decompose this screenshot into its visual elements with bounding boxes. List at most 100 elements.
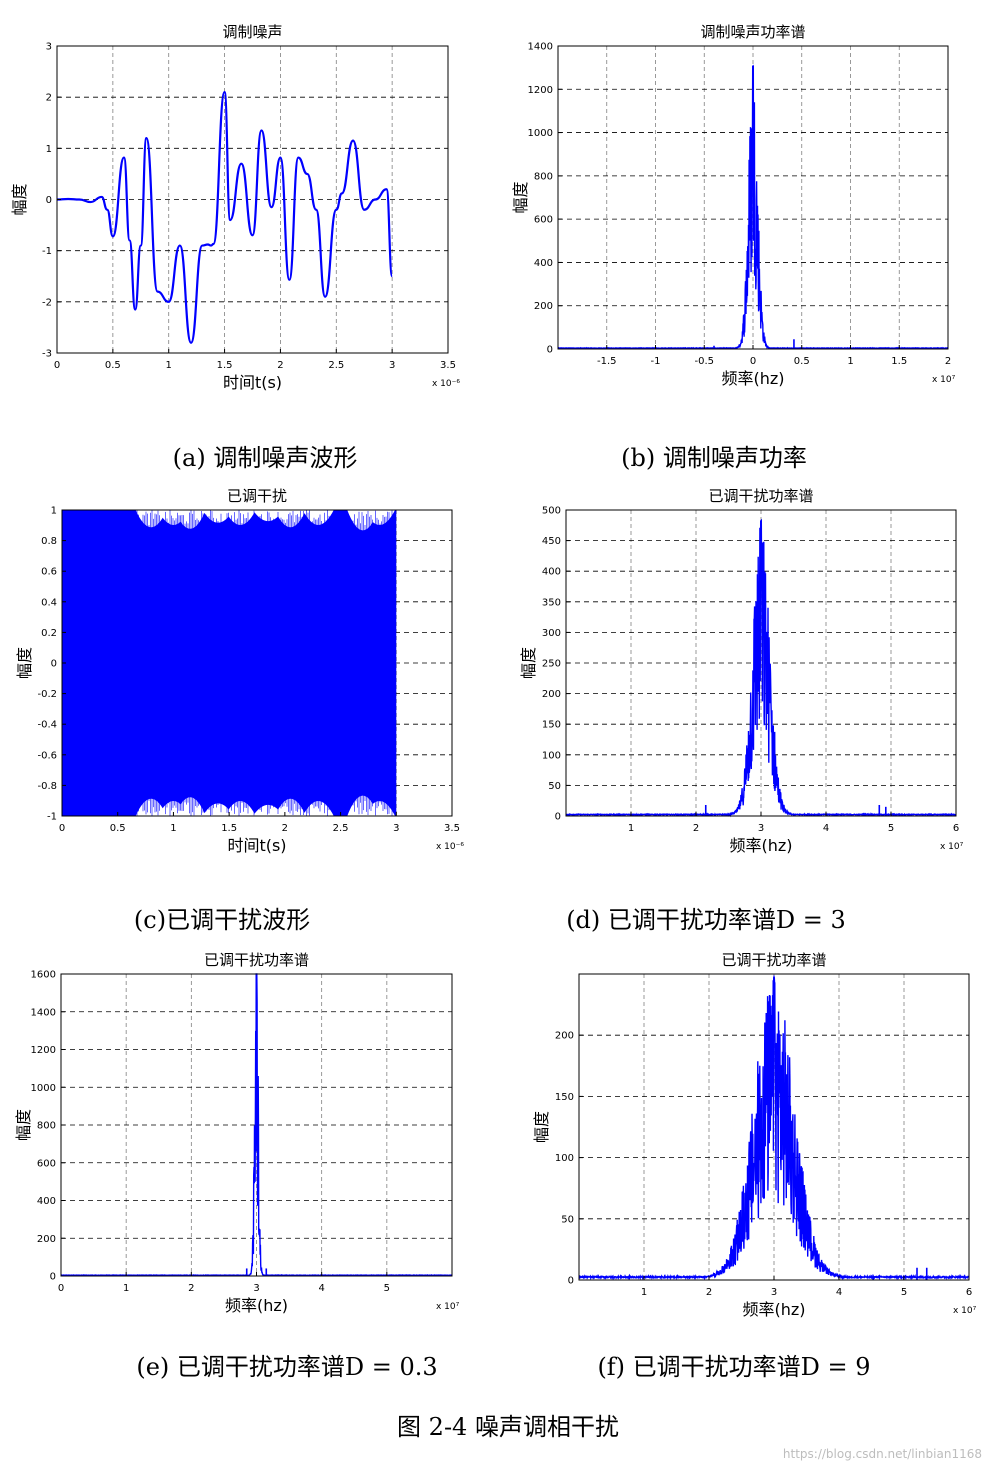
x-tick-label: 1 bbox=[847, 356, 853, 367]
x-tick-label: 3 bbox=[393, 823, 399, 834]
x-tick-label: 5 bbox=[901, 1287, 907, 1298]
x-tick-label: 3 bbox=[758, 823, 764, 834]
panel-caption: (c)已调干扰波形 bbox=[134, 906, 310, 934]
y-axis-label: 幅度 bbox=[511, 181, 530, 213]
chart-title: 调制噪声 bbox=[222, 23, 282, 41]
y-tick-label: 400 bbox=[37, 1196, 56, 1207]
x-multiplier: x 10⁻⁶ bbox=[436, 842, 464, 852]
y-tick-label: 600 bbox=[534, 215, 553, 226]
x-tick-label: 2 bbox=[693, 823, 699, 834]
x-tick-label: 3 bbox=[389, 360, 395, 371]
figure-caption: 图 2-4 噪声调相干扰 bbox=[397, 1413, 619, 1441]
x-tick-label: 2 bbox=[277, 360, 283, 371]
y-tick-label: 400 bbox=[542, 567, 561, 578]
y-tick-label: 0 bbox=[568, 1276, 574, 1287]
y-tick-label: 3 bbox=[46, 42, 52, 53]
y-tick-label: 200 bbox=[534, 301, 553, 312]
x-tick-label: 2 bbox=[706, 1287, 712, 1298]
x-tick-label: 4 bbox=[823, 823, 829, 834]
x-tick-label: 2 bbox=[282, 823, 288, 834]
x-tick-label: 1.5 bbox=[217, 360, 233, 371]
x-tick-label: 1 bbox=[166, 360, 172, 371]
y-tick-label: 1400 bbox=[528, 42, 553, 53]
x-axis-label: 频率(hz) bbox=[729, 836, 792, 855]
x-tick-label: 1.5 bbox=[891, 356, 907, 367]
series-trace bbox=[62, 509, 396, 817]
x-tick-label: 4 bbox=[318, 1283, 324, 1294]
x-tick-label: 1 bbox=[170, 823, 176, 834]
y-axis-label: 幅度 bbox=[10, 183, 29, 215]
x-tick-label: -0.5 bbox=[694, 356, 714, 367]
x-tick-label: 6 bbox=[966, 1287, 972, 1298]
y-tick-label: 250 bbox=[542, 659, 561, 670]
x-tick-label: 5 bbox=[384, 1283, 390, 1294]
y-tick-label: 0.4 bbox=[41, 597, 57, 608]
panel-caption: (f) 已调干扰功率谱D = 9 bbox=[597, 1353, 870, 1381]
x-tick-label: 2 bbox=[945, 356, 951, 367]
y-tick-label: 0 bbox=[547, 345, 553, 356]
x-axis-label: 频率(hz) bbox=[742, 1300, 805, 1319]
x-tick-label: 3 bbox=[771, 1287, 777, 1298]
y-tick-label: 100 bbox=[555, 1153, 574, 1164]
y-tick-label: 1 bbox=[51, 506, 57, 517]
chart-title: 已调干扰功率谱 bbox=[708, 487, 813, 505]
chart-title: 已调干扰功率谱 bbox=[721, 951, 826, 969]
x-tick-label: 0 bbox=[58, 1283, 64, 1294]
y-tick-label: 800 bbox=[37, 1121, 56, 1132]
y-tick-label: -0.2 bbox=[37, 689, 57, 700]
chart-title: 已调干扰 bbox=[227, 487, 287, 505]
y-tick-label: 800 bbox=[534, 171, 553, 182]
x-tick-label: -1.5 bbox=[597, 356, 617, 367]
x-tick-label: 1 bbox=[628, 823, 634, 834]
y-tick-label: 400 bbox=[534, 258, 553, 269]
x-axis-label: 时间t(s) bbox=[227, 836, 286, 855]
panel-caption: (b) 调制噪声功率 bbox=[621, 444, 807, 472]
y-tick-label: 450 bbox=[542, 536, 561, 547]
y-tick-label: 1 bbox=[46, 144, 52, 155]
y-tick-label: 500 bbox=[542, 506, 561, 517]
y-tick-label: 0 bbox=[555, 812, 561, 823]
x-multiplier: x 10⁷ bbox=[436, 1302, 460, 1312]
y-tick-label: -0.4 bbox=[37, 720, 57, 731]
x-tick-label: 0 bbox=[750, 356, 756, 367]
watermark-text: https://blog.csdn.net/linbian1168 bbox=[783, 1447, 982, 1461]
y-tick-label: 2 bbox=[46, 93, 52, 104]
x-axis-label: 时间t(s) bbox=[223, 373, 282, 392]
x-tick-label: 0.5 bbox=[105, 360, 121, 371]
y-tick-label: 1400 bbox=[31, 1007, 56, 1018]
x-tick-label: 2 bbox=[188, 1283, 194, 1294]
panel-caption: (a) 调制噪声波形 bbox=[173, 444, 358, 472]
y-tick-label: 200 bbox=[542, 689, 561, 700]
panel-caption: (d) 已调干扰功率谱D = 3 bbox=[566, 906, 846, 934]
x-axis-label: 频率(hz) bbox=[225, 1296, 288, 1315]
chart-title: 已调干扰功率谱 bbox=[204, 951, 309, 969]
y-tick-label: 50 bbox=[548, 781, 561, 792]
y-tick-label: 0 bbox=[51, 659, 57, 670]
y-tick-label: -1 bbox=[47, 812, 57, 823]
y-tick-label: 1200 bbox=[31, 1045, 56, 1056]
y-tick-label: 0.2 bbox=[41, 628, 57, 639]
x-tick-label: 2.5 bbox=[328, 360, 344, 371]
y-tick-label: -0.8 bbox=[37, 781, 57, 792]
y-tick-label: 50 bbox=[561, 1214, 574, 1225]
x-tick-label: 0 bbox=[59, 823, 65, 834]
y-tick-label: 600 bbox=[37, 1158, 56, 1169]
y-tick-label: 350 bbox=[542, 597, 561, 608]
x-multiplier: x 10⁷ bbox=[932, 375, 956, 385]
x-axis-label: 频率(hz) bbox=[721, 369, 784, 388]
x-multiplier: x 10⁷ bbox=[953, 1306, 977, 1316]
chart-title: 调制噪声功率谱 bbox=[700, 23, 805, 41]
y-tick-label: -0.6 bbox=[37, 750, 57, 761]
y-tick-label: 300 bbox=[542, 628, 561, 639]
x-tick-label: 3 bbox=[253, 1283, 259, 1294]
x-tick-label: 1.5 bbox=[221, 823, 237, 834]
x-tick-label: 6 bbox=[953, 823, 959, 834]
x-tick-label: -1 bbox=[651, 356, 661, 367]
y-axis-label: 幅度 bbox=[519, 647, 538, 679]
y-tick-label: 150 bbox=[542, 720, 561, 731]
y-tick-label: -3 bbox=[42, 349, 52, 360]
y-tick-label: 0 bbox=[50, 1272, 56, 1283]
series-fill bbox=[62, 510, 396, 816]
x-tick-label: 5 bbox=[888, 823, 894, 834]
